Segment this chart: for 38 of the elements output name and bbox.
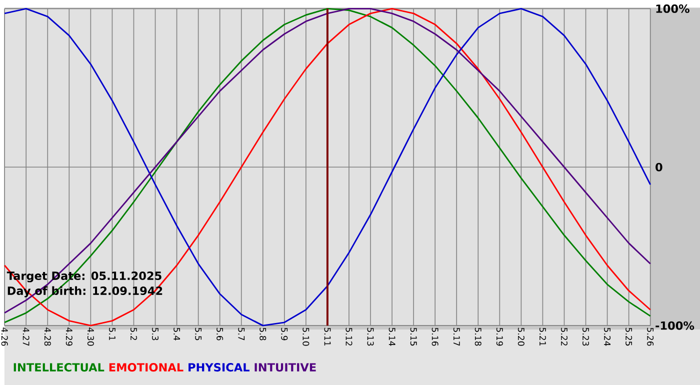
x-tick-label: 5.16 [432, 328, 438, 346]
y-tick-label: 100% [656, 4, 690, 13]
x-tick-label: 5.21 [539, 328, 546, 346]
x-tick-label: 5.9 [281, 328, 288, 340]
x-tick-label: 5.15 [410, 328, 417, 346]
y-tick-label: -100% [656, 321, 694, 330]
x-tick-label: 5.19 [496, 328, 503, 346]
x-tick-label: 5.17 [453, 328, 460, 346]
x-tick-label: 4.26 [1, 327, 8, 346]
x-tick-label: 5.3 [152, 328, 159, 340]
x-tick-label: 4.30 [87, 327, 94, 346]
x-tick-label: 5.6 [216, 328, 224, 340]
x-tick-label: 5.20 [518, 328, 524, 346]
x-tick-label: 4.29 [66, 327, 72, 346]
x-tick-label: 4.27 [22, 327, 30, 346]
x-tick-label: 5.13 [367, 328, 374, 346]
x-tick-label: 4.28 [44, 327, 51, 346]
x-tick-label: 5.18 [474, 328, 482, 346]
x-tick-label: 5.10 [302, 328, 310, 346]
x-tick-label: 5.12 [346, 328, 352, 346]
x-tick-label: 5.14 [388, 328, 396, 346]
text: EMOTIONAL [109, 362, 184, 372]
text: INTELLECTUAL [14, 362, 104, 372]
x-tick-label: 5.4 [174, 328, 180, 340]
y-tick-label: 0 [656, 162, 662, 172]
x-tick-label: 5.5 [195, 328, 202, 340]
text: PHYSICAL [188, 362, 250, 372]
x-tick-label: 5.25 [626, 328, 632, 346]
text: INTUITIVE [254, 363, 316, 372]
x-tick-label: 5.22 [560, 328, 568, 346]
x-tick-label: 5.24 [604, 328, 611, 346]
x-tick-label: 5.1 [109, 328, 116, 340]
x-tick-label: 5.26 [647, 328, 654, 346]
x-tick-label: 5.2 [130, 328, 137, 340]
x-tick-label: 5.7 [238, 328, 245, 340]
x-tick-label: 5.11 [324, 328, 331, 346]
x-tick-label: 5.8 [260, 328, 266, 340]
x-tick-label: 5.23 [582, 328, 590, 346]
